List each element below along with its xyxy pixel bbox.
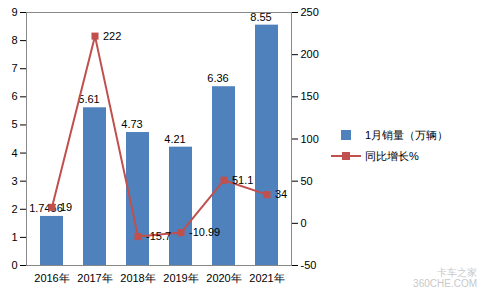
svg-text:19: 19 bbox=[60, 201, 72, 213]
svg-text:8.55: 8.55 bbox=[250, 10, 272, 23]
svg-text:6.36: 6.36 bbox=[207, 72, 228, 84]
svg-text:4: 4 bbox=[11, 147, 17, 159]
svg-text:2018年: 2018年 bbox=[120, 272, 155, 284]
svg-text:1.7456: 1.7456 bbox=[29, 202, 63, 214]
html-text:360CHE.COM: 360CHE.COM bbox=[413, 278, 477, 289]
svg-text:5.61: 5.61 bbox=[78, 93, 99, 105]
svg-text:2017年: 2017年 bbox=[77, 272, 112, 284]
svg-text:2016年: 2016年 bbox=[34, 272, 69, 284]
svg-text:0: 0 bbox=[301, 217, 307, 229]
svg-text:6: 6 bbox=[11, 90, 17, 102]
svg-text:200: 200 bbox=[301, 48, 319, 60]
html-text:同比增长%: 同比增长% bbox=[365, 149, 419, 162]
svg-text:-50: -50 bbox=[301, 259, 317, 271]
svg-text:51.1: 51.1 bbox=[232, 174, 253, 186]
svg-text:1: 1 bbox=[11, 231, 17, 243]
svg-text:3: 3 bbox=[11, 175, 17, 187]
svg-text:9: 9 bbox=[11, 6, 17, 18]
svg-text:100: 100 bbox=[301, 133, 319, 145]
svg-text:-10.99: -10.99 bbox=[189, 226, 220, 238]
svg-text:4.21: 4.21 bbox=[164, 133, 185, 145]
svg-text:-15.7: -15.7 bbox=[146, 230, 171, 242]
html-text:卡车之家: 卡车之家 bbox=[437, 267, 477, 278]
svg-text:7: 7 bbox=[11, 62, 17, 74]
svg-text:150: 150 bbox=[301, 90, 319, 102]
svg-text:2: 2 bbox=[11, 203, 17, 215]
svg-text:222: 222 bbox=[103, 30, 121, 42]
svg-text:2019年: 2019年 bbox=[163, 272, 198, 284]
svg-text:2021年: 2021年 bbox=[249, 272, 284, 284]
svg-text:50: 50 bbox=[301, 175, 313, 187]
html-text:1月销量（万辆）: 1月销量（万辆） bbox=[365, 128, 449, 141]
svg-text:250: 250 bbox=[301, 6, 319, 18]
svg-text:34: 34 bbox=[275, 188, 287, 200]
svg-text:0: 0 bbox=[11, 259, 17, 271]
svg-text:8: 8 bbox=[11, 34, 17, 46]
svg-text:2020年: 2020年 bbox=[206, 272, 241, 284]
svg-text:4.73: 4.73 bbox=[121, 118, 142, 130]
svg-text:5: 5 bbox=[11, 118, 17, 130]
